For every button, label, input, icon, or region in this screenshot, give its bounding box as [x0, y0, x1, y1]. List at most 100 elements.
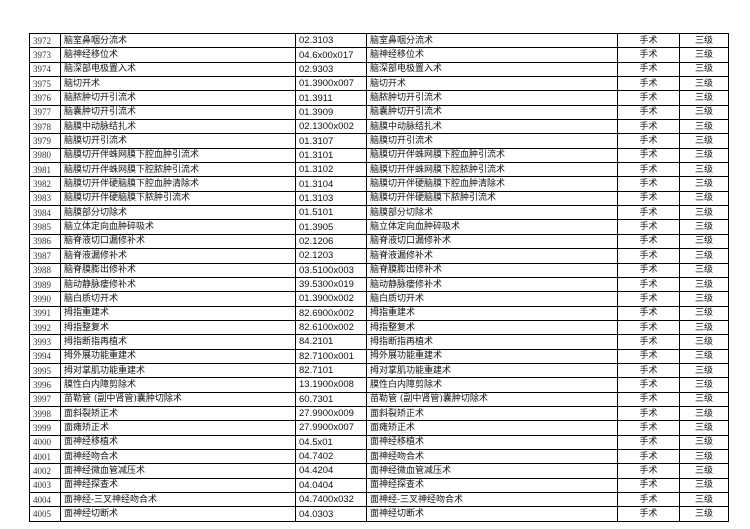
- row-number-cell: 3973: [29, 47, 61, 63]
- procedure-name-standard-cell: 脑白质切开术: [366, 291, 618, 307]
- procedure-name-cell: 脑脊液切口漏修补术: [60, 233, 296, 250]
- row-number-cell: 3999: [29, 420, 61, 436]
- procedure-name-standard-cell: 脑膜部分切除术: [366, 205, 618, 221]
- procedure-code-cell: 01.3102: [295, 162, 367, 178]
- level-cell: 三级: [679, 32, 729, 49]
- procedure-name-standard-cell: 脑囊肿切开引流术: [366, 104, 618, 121]
- procedure-name-cell: 面神经移植术: [60, 434, 296, 450]
- level-cell: 三级: [679, 448, 729, 465]
- procedure-code-cell: 04.4204: [295, 463, 367, 479]
- procedure-code-cell: 02.1203: [295, 248, 367, 264]
- procedure-name-cell: 拇指重建术: [60, 305, 296, 321]
- level-cell: 三级: [679, 477, 729, 494]
- row-number-cell: 3983: [29, 190, 61, 207]
- category-cell: 手术: [617, 434, 680, 450]
- procedure-name-standard-cell: 脑室鼻咽分流术: [366, 32, 618, 49]
- procedure-name-standard-cell: 面神经微血管减压术: [366, 463, 618, 479]
- row-number-cell: 4002: [29, 463, 61, 479]
- procedure-name-standard-cell: 拇指整复术: [366, 319, 618, 336]
- table-row: 3985 脑立体定向血肿碎吸术 01.3905 脑立体定向血肿碎吸术 手术 三级: [29, 219, 729, 235]
- table-row: 3984 脑膜部分切除术 01.5101 脑膜部分切除术 手术 三级: [29, 205, 729, 221]
- table-row: 3975 脑切开术 01.3900x007 脑切开术 手术 三级: [29, 76, 729, 92]
- row-number-cell: 3976: [29, 90, 61, 106]
- procedure-name-cell: 脑膜切开伴蛛网膜下腔血肿引流术: [60, 147, 296, 164]
- row-number-cell: 3974: [29, 61, 61, 78]
- category-cell: 手术: [617, 362, 680, 379]
- category-cell: 手术: [617, 32, 680, 49]
- row-number-cell: 4003: [29, 477, 61, 494]
- procedure-name-cell: 脑脊膜膨出修补术: [60, 262, 296, 278]
- procedure-code-cell: 82.7100x001: [295, 348, 367, 364]
- procedure-name-cell: 面神经切断术: [60, 506, 296, 522]
- row-number-cell: 3998: [29, 405, 61, 422]
- row-number-cell: 3992: [29, 319, 61, 336]
- row-number-cell: 3996: [29, 377, 61, 393]
- procedure-name-cell: 脑立体定向血肿碎吸术: [60, 219, 296, 235]
- table-row: 3999 面瘫矫正术 27.9900x007 面瘫矫正术 手术 三级: [29, 420, 729, 436]
- procedure-code-cell: 82.6900x002: [295, 305, 367, 321]
- procedure-code-cell: 02.9303: [295, 61, 367, 78]
- table-row: 3973 脑神经移位术 04.6x00x017 脑神经移位术 手术 三级: [29, 47, 729, 63]
- procedure-table: 3972 脑室鼻咽分流术 02.3103 脑室鼻咽分流术 手术 三级 3973 脑神经移位术 0…: [29, 32, 729, 522]
- category-cell: 手术: [617, 76, 680, 92]
- category-cell: 手术: [617, 305, 680, 321]
- category-cell: 手术: [617, 47, 680, 63]
- procedure-code-cell: 04.0303: [295, 506, 367, 522]
- category-cell: 手术: [617, 190, 680, 207]
- procedure-code-cell: 01.3905: [295, 219, 367, 235]
- row-number-cell: 3991: [29, 305, 61, 321]
- level-cell: 三级: [679, 61, 729, 78]
- level-cell: 三级: [679, 90, 729, 106]
- procedure-name-standard-cell: 脑脊液切口漏修补术: [366, 233, 618, 250]
- category-cell: 手术: [617, 133, 680, 149]
- procedure-name-cell: 脑膜部分切除术: [60, 205, 296, 221]
- row-number-cell: 3977: [29, 104, 61, 121]
- table-row: 3997 苗勒管 (副中肾管)囊肿切除术 60.7301 苗勒管 (副中肾管)囊肿切除…: [29, 391, 729, 407]
- category-cell: 手术: [617, 119, 680, 135]
- procedure-code-cell: 01.3107: [295, 133, 367, 149]
- procedure-name-cell: 拇对掌肌功能重建术: [60, 362, 296, 379]
- category-cell: 手术: [617, 219, 680, 235]
- category-cell: 手术: [617, 162, 680, 178]
- procedure-code-cell: 60.7301: [295, 391, 367, 407]
- level-cell: 三级: [679, 248, 729, 264]
- level-cell: 三级: [679, 47, 729, 63]
- procedure-name-standard-cell: 脑神经移位术: [366, 47, 618, 63]
- procedure-name-standard-cell: 脑膜切开伴硬脑膜下腔血肿清除术: [366, 176, 618, 192]
- procedure-name-cell: 脑动静脉瘘修补术: [60, 276, 296, 293]
- procedure-name-cell: 面神经吻合术: [60, 448, 296, 465]
- procedure-code-cell: 01.3900x002: [295, 291, 367, 307]
- procedure-name-standard-cell: 脑脓肿切开引流术: [366, 90, 618, 106]
- procedure-code-cell: 39.5300x019: [295, 276, 367, 293]
- row-number-cell: 3987: [29, 248, 61, 264]
- row-number-cell: 3972: [29, 32, 61, 49]
- row-number-cell: 3986: [29, 233, 61, 250]
- procedure-code-cell: 03.5100x003: [295, 262, 367, 278]
- table-row: 3983 脑膜切开伴硬脑膜下脓肿引流术 01.3103 脑膜切开伴硬脑膜下脓肿引流术手…: [29, 190, 729, 207]
- procedure-code-cell: 13.1900x008: [295, 377, 367, 393]
- row-number-cell: 3995: [29, 362, 61, 379]
- row-number-cell: 3979: [29, 133, 61, 149]
- table-row: 4002 面神经微血管减压术 04.4204 面神经微血管减压术 手术 三级: [29, 463, 729, 479]
- row-number-cell: 3984: [29, 205, 61, 221]
- procedure-name-cell: 膜性白内障剪除术: [60, 377, 296, 393]
- category-cell: 手术: [617, 506, 680, 522]
- table-row: 3996 膜性白内障剪除术 13.1900x008 膜性白内障剪除术 手术 三级: [29, 377, 729, 393]
- procedure-name-cell: 脑室鼻咽分流术: [60, 32, 296, 49]
- procedure-name-cell: 面神经微血管减压术: [60, 463, 296, 479]
- procedure-code-cell: 04.5x01: [295, 434, 367, 450]
- level-cell: 三级: [679, 434, 729, 450]
- procedure-name-standard-cell: 面神经探查术: [366, 477, 618, 494]
- level-cell: 三级: [679, 147, 729, 164]
- procedure-code-cell: 01.5101: [295, 205, 367, 221]
- level-cell: 三级: [679, 348, 729, 364]
- table-row: 3993 拇指断指再植术 84.2101 拇指断指再植术 手术 三级: [29, 334, 729, 350]
- level-cell: 三级: [679, 305, 729, 321]
- procedure-name-cell: 脑膜切开伴蛛网膜下腔脓肿引流术: [60, 162, 296, 178]
- procedure-name-standard-cell: 脑膜切开伴蛛网膜下腔脓肿引流术: [366, 162, 618, 178]
- procedure-name-standard-cell: 苗勒管 (副中肾管)囊肿切除术: [366, 391, 618, 407]
- level-cell: 三级: [679, 463, 729, 479]
- table-row: 3981 脑膜切开伴蛛网膜下腔脓肿引流术 01.3102 脑膜切开伴蛛网膜下腔脓肿引流…: [29, 162, 729, 178]
- procedure-name-standard-cell: 脑脊膜膨出修补术: [366, 262, 618, 278]
- procedure-name-standard-cell: 脑脊液漏修补术: [366, 248, 618, 264]
